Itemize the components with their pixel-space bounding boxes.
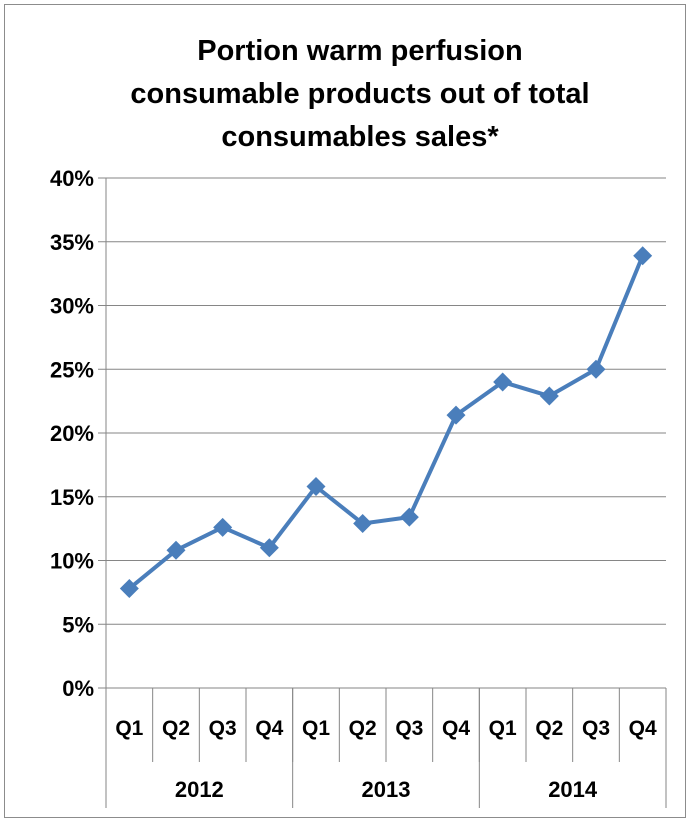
x-tick-label: Q1 [302, 717, 330, 740]
data-point-marker [119, 579, 139, 599]
data-point-marker [586, 359, 606, 379]
data-point-marker [306, 477, 326, 497]
chart-title-line-1: Portion warm perfusion [197, 35, 523, 67]
data-point-marker [353, 514, 373, 534]
x-group-label: 2014 [548, 777, 598, 802]
y-tick-label: 25% [50, 357, 94, 382]
x-tick-label: Q3 [582, 717, 610, 740]
x-tick-label: Q4 [629, 717, 657, 740]
x-tick-label: Q3 [209, 717, 237, 740]
y-tick-label: 10% [50, 549, 94, 574]
x-tick-label: Q1 [489, 717, 517, 740]
y-tick-label: 30% [50, 294, 94, 319]
chart-title-line-2: consumable products out of total [130, 78, 590, 110]
x-tick-label: Q1 [115, 717, 143, 740]
x-group-label: 2013 [362, 777, 411, 802]
series-line [128, 255, 645, 591]
data-point-marker [539, 386, 559, 406]
y-tick-label: 0% [62, 676, 94, 701]
x-tick-label: Q4 [255, 717, 283, 740]
chart-title: Portion warm perfusion consumable produc… [40, 30, 680, 159]
x-group-label: 2012 [175, 777, 224, 802]
data-point-marker [446, 405, 466, 425]
y-tick-label: 40% [50, 166, 94, 191]
x-tick-label: Q4 [442, 717, 470, 740]
x-tick-label: Q2 [162, 717, 190, 740]
data-point-marker [493, 372, 513, 392]
data-point-marker [213, 517, 233, 537]
data-point-marker [399, 507, 419, 527]
chart-frame [4, 4, 686, 818]
y-tick-label: 15% [50, 485, 94, 510]
y-tick-label: 20% [50, 421, 94, 446]
data-point-marker [166, 540, 186, 560]
x-tick-label: Q2 [535, 717, 563, 740]
data-point-marker [259, 538, 279, 558]
x-tick-label: Q2 [349, 717, 377, 740]
chart-title-line-3: consumables sales* [221, 121, 499, 153]
y-tick-label: 35% [50, 230, 94, 255]
x-tick-label: Q3 [395, 717, 423, 740]
data-point-marker [633, 246, 653, 266]
y-tick-label: 5% [62, 612, 94, 637]
